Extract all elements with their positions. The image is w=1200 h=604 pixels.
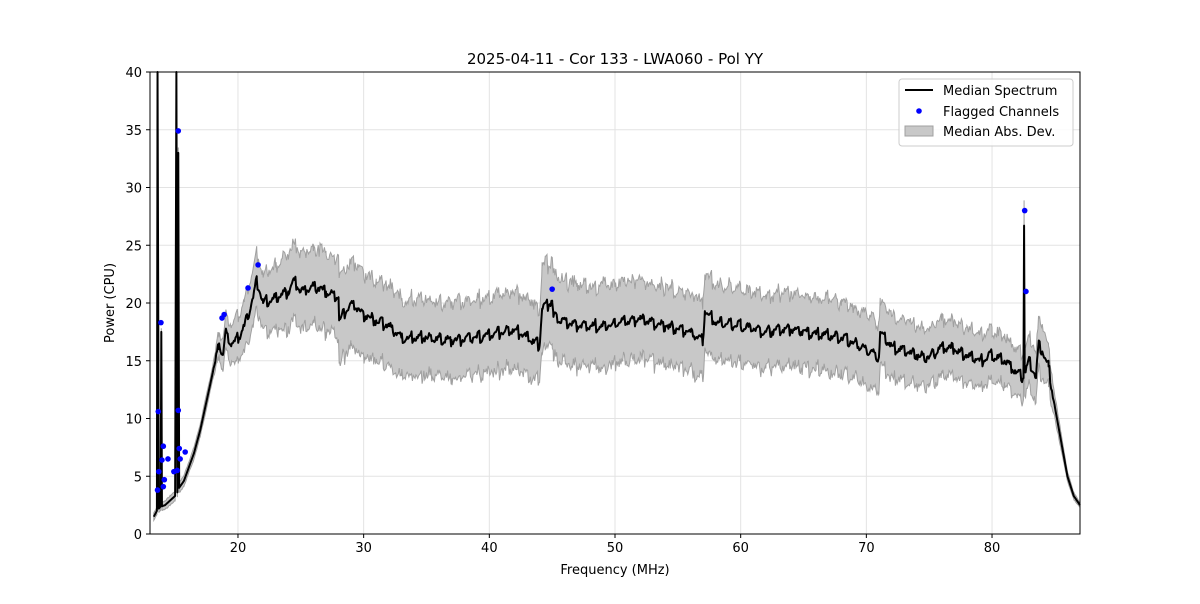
flagged-channel-point [176,445,183,452]
flagged-channel-point [177,456,183,462]
flagged-channel-point [175,407,182,414]
flagged-channel-point [221,311,227,318]
legend-box [898,78,1074,147]
legend-flagged-label: Flagged Channels [943,105,1059,120]
legend-flagged-swatch [916,108,922,114]
y-tick-label: 40 [125,66,142,81]
x-tick-label: 80 [984,541,1001,556]
flagged-points [154,128,1029,493]
flagged-channel-point [160,483,167,490]
median-line [152,71,1081,518]
flagged-channel-point [175,128,182,134]
flagged-channel-point [160,443,167,450]
x-tick-label: 30 [355,541,372,556]
legend-median-label: Median Spectrum [943,84,1057,99]
y-tick-label: 10 [125,413,142,428]
y-tick-label: 30 [125,182,142,197]
y-tick-label: 5 [134,470,142,485]
x-axis: 20 30 40 50 60 70 80 [230,534,1001,556]
chart-title: 2025-04-11 - Cor 133 - LWA060 - Pol YY [467,50,764,68]
legend-mad-label: Median Abs. Dev. [943,125,1055,140]
x-tick-label: 50 [607,541,624,556]
flagged-channel-point [154,487,161,493]
flagged-channel-point [549,286,555,292]
flagged-channel-point [255,262,261,268]
flagged-channel-point [1023,288,1029,295]
legend: Median Spectrum Flagged Channels Median … [898,78,1074,147]
flagged-channel-point [182,449,188,455]
y-axis: 0 5 10 15 20 25 30 35 40 [125,66,150,543]
flagged-channel-point [155,408,162,415]
flagged-channel-point [158,319,164,326]
flagged-channel-point [161,476,168,483]
flagged-channel-point [159,457,165,463]
y-tick-label: 20 [125,297,142,312]
x-tick-label: 40 [481,541,498,556]
legend-mad-swatch [904,125,934,137]
flagged-channel-point [1021,207,1028,214]
y-tick-label: 15 [125,355,142,370]
x-tick-label: 20 [230,541,247,556]
y-tick-label: 25 [125,239,142,254]
y-tick-label: 0 [134,528,142,543]
x-axis-label: Frequency (MHz) [560,563,669,578]
flagged-channel-point [155,468,162,475]
flagged-channel-point [245,285,251,291]
y-axis-label: Power (CPU) [103,263,118,343]
median-spectrum-line [152,71,1081,518]
x-tick-label: 60 [732,541,749,556]
y-tick-label: 35 [125,124,142,139]
flagged-channel-point [165,456,171,462]
flagged-channel-point [174,467,181,474]
x-tick-label: 70 [858,541,875,556]
